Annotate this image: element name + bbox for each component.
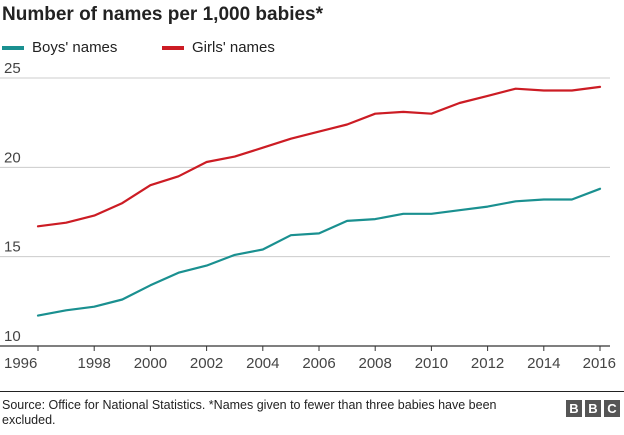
x-tick-label: 2016: [583, 355, 616, 372]
y-tick-label: 20: [4, 149, 21, 166]
legend: Boys' names Girls' names: [0, 39, 624, 61]
bbc-logo: B B C: [566, 400, 620, 417]
legend-item-girls: Girls' names: [162, 39, 275, 56]
bbc-logo-letter: C: [604, 400, 620, 417]
legend-label-boys: Boys' names: [32, 39, 118, 56]
y-tick-label: 15: [4, 239, 21, 256]
bbc-logo-letter: B: [566, 400, 582, 417]
x-tick-label: 2008: [359, 355, 392, 372]
series-line-girls: [36, 85, 602, 228]
x-tick-label: 2000: [134, 355, 167, 372]
legend-item-boys: Boys' names: [2, 39, 117, 56]
y-tick-label: 10: [4, 328, 21, 345]
legend-swatch-boys: [2, 45, 24, 50]
gridlines: [0, 77, 610, 351]
source-divider: [0, 391, 624, 392]
x-tick-label: 2004: [246, 355, 279, 372]
x-tick-label: 2010: [415, 355, 448, 372]
line-chart: 10 15 20 25 1996 1998 2000 2002 2004 2006 2008 201…: [0, 60, 616, 372]
x-tick-label: 2006: [302, 355, 335, 372]
x-tick-label: 2012: [471, 355, 504, 372]
y-axis-tick-labels: 10 15 20 25: [4, 60, 21, 345]
x-tick-label: 1998: [78, 355, 111, 372]
x-tick-label: 2002: [190, 355, 223, 372]
series-lines: [36, 85, 602, 317]
chart-title: Number of names per 1,000 babies*: [2, 4, 324, 25]
x-tick-label: 2014: [527, 355, 560, 372]
legend-swatch-girls: [162, 45, 184, 50]
bbc-logo-letter: B: [585, 400, 601, 417]
x-axis-tick-labels: 1996 1998 2000 2002 2004 2006 2008 2010 2012 2014…: [4, 355, 616, 372]
x-tick-label: 1996: [4, 355, 37, 372]
series-line-boys: [36, 187, 602, 317]
y-tick-label: 25: [4, 60, 21, 77]
source-note: Source: Office for National Statistics. …: [2, 398, 497, 427]
legend-label-girls: Girls' names: [192, 39, 275, 56]
